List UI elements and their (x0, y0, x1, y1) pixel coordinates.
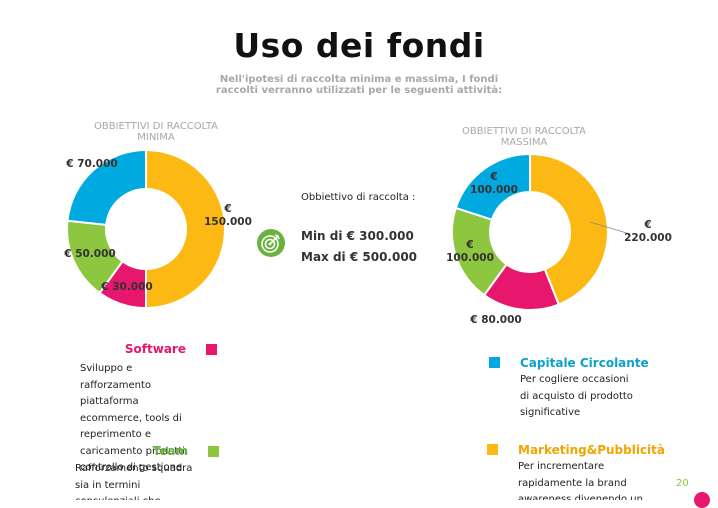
page-title: Uso dei fondi (233, 26, 485, 65)
data-label-min-2: € 50.000 (63, 248, 115, 260)
data-label-max-0: €220.000 (624, 219, 672, 244)
donut-slice-min-3 (66, 148, 147, 226)
target-min: Min di € 300.000 (301, 229, 414, 243)
legend-team-title: Team (152, 444, 188, 458)
data-label-min-1: € 30.000 (100, 281, 152, 293)
data-label-max-1: € 80.000 (469, 314, 521, 326)
target-icon (257, 229, 285, 257)
legend-software-title: Software (124, 342, 186, 356)
legend-team-swatch (208, 446, 219, 457)
legend-capitale-desc: Per cogliere occasioni di acquisto di pr… (520, 374, 633, 418)
label-leader-line (589, 221, 631, 235)
data-label-max-2: €100.000 (446, 239, 494, 264)
legend-marketing-desc: Per incrementare rapidamente la brand aw… (518, 461, 643, 500)
chart-title-minima: OBBIETTIVI DI RACCOLTA MINIMA (93, 121, 219, 143)
target-caption: Obbiettivo di raccolta : (301, 192, 416, 203)
data-label-min-3: € 70.000 (65, 158, 117, 170)
data-label-max-3: €100.000 (470, 171, 518, 196)
legend-marketing-title: Marketing&Pubblicità (518, 443, 666, 457)
legend-marketing-swatch (487, 444, 498, 455)
legend-software-desc: Sviluppo e rafforzamento piattaforma eco… (80, 363, 189, 473)
donut-slice-max-0 (529, 152, 609, 306)
page-number: 20 (676, 478, 689, 489)
data-label-min-0: €150.000 (204, 203, 252, 228)
page-subtitle: Nell'ipotesi di raccolta minima e massim… (215, 74, 503, 96)
legend-capitale-title: Capitale Circolante (520, 356, 649, 370)
donut-slice-min-0 (145, 148, 226, 310)
legend-capitale-swatch (489, 357, 500, 368)
legend-team-desc: Rafforzamento squadra sia in termini con… (75, 463, 193, 500)
target-max: Max di € 500.000 (301, 250, 418, 264)
donut-slice-max-3 (454, 152, 531, 221)
decorative-dot (694, 492, 710, 508)
legend-software-swatch (206, 344, 217, 355)
chart-title-massima: OBBIETTIVI DI RACCOLTA MASSIMA (461, 126, 587, 148)
